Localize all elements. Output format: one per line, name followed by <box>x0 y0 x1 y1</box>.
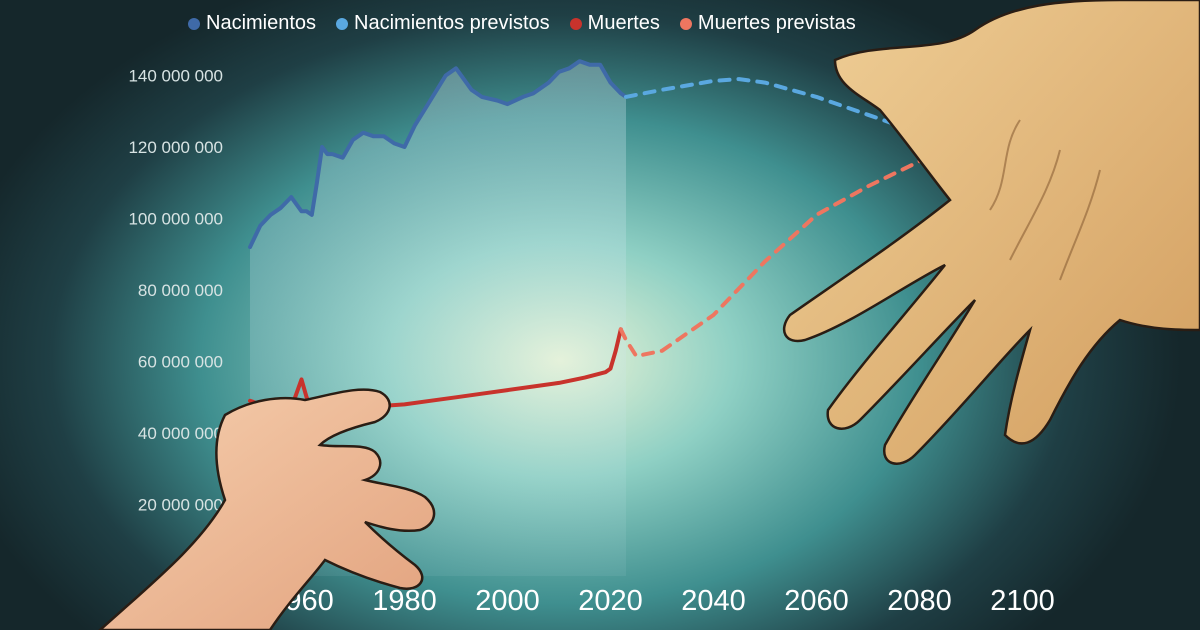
legend-dot-muertes-previstas <box>679 17 692 30</box>
x-tick-label: 1980 <box>372 585 437 617</box>
x-tick-label: 2020 <box>578 585 643 617</box>
y-tick-label: 40 000 000 <box>138 424 223 443</box>
legend-item-nacimientos-previstos: Nacimientos previstos <box>336 12 550 35</box>
legend-dot-muertes <box>569 17 582 30</box>
legend-label-muertes-previstas: Muertes previstas <box>697 12 856 34</box>
x-tick-label: 2040 <box>681 585 746 617</box>
y-tick-label: 20 000 000 <box>138 496 223 515</box>
legend-item-muertes-previstas: Muertes previstas <box>679 12 856 35</box>
legend-dot-nacimientos <box>188 17 200 30</box>
legend-item-muertes: Muertes <box>569 12 660 35</box>
legend-label-nacimientos: Nacimientos <box>206 12 317 34</box>
old-hand-illustration <box>782 0 1200 465</box>
chart-legend: Nacimientos Nacimientos previstos Muerte… <box>188 12 856 35</box>
old-hand-palm <box>782 0 1200 465</box>
legend-dot-nacimientos-previstos <box>336 17 349 30</box>
y-tick-label: 140 000 000 <box>128 67 223 86</box>
x-tick-label: 2100 <box>990 585 1055 617</box>
legend-label-nacimientos-previstos: Nacimientos previstos <box>354 12 550 34</box>
x-tick-label: 2000 <box>475 585 540 617</box>
old-hand-vein <box>989 119 1101 281</box>
y-tick-label: 60 000 000 <box>138 353 223 372</box>
x-tick-label: 2080 <box>887 585 952 617</box>
series-line-0 <box>248 59 628 250</box>
y-tick-label: 80 000 000 <box>138 281 223 300</box>
legend-item-nacimientos: Nacimientos <box>188 12 316 35</box>
baby-hand-shape <box>98 388 436 630</box>
y-tick-label: 120 000 000 <box>128 138 223 157</box>
x-tick-label: 2060 <box>784 585 849 617</box>
y-tick-label: 100 000 000 <box>128 210 223 229</box>
legend-label-muertes: Muertes <box>587 12 660 34</box>
baby-hand-illustration <box>98 388 436 630</box>
